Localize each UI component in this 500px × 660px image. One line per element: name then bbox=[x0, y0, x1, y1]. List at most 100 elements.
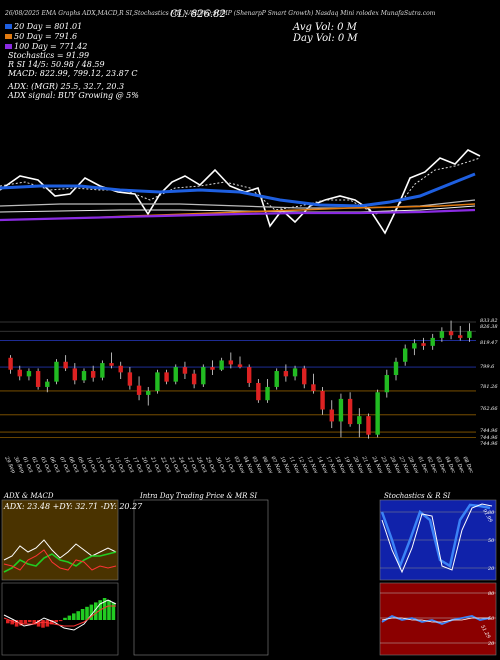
macd-histogram-bar bbox=[41, 620, 45, 628]
candle-body bbox=[81, 371, 87, 381]
macd-label: MACD: 822.99, 799.12, 23.87 C bbox=[8, 69, 138, 78]
candle-body bbox=[173, 367, 178, 382]
adx-line: ADX: (MGR) 25.5, 32.7, 20.3 bbox=[8, 82, 125, 91]
candle-body bbox=[384, 375, 390, 393]
candle-body bbox=[191, 373, 197, 385]
candle-body bbox=[164, 372, 169, 382]
candle-body bbox=[182, 367, 188, 374]
candle-body bbox=[237, 364, 243, 368]
macd-histogram-bar bbox=[94, 602, 98, 620]
macd-histogram-bar bbox=[67, 615, 72, 620]
macd-histogram-bar bbox=[80, 609, 85, 620]
price-label: 826.38 bbox=[480, 324, 498, 330]
avg-vol: Avg Vol: 0 M bbox=[293, 22, 357, 33]
candle-body bbox=[8, 357, 13, 370]
candle-body bbox=[256, 382, 261, 401]
price-label: 799.6 bbox=[480, 364, 495, 370]
candle-body bbox=[246, 367, 252, 383]
candle-body bbox=[347, 398, 353, 425]
macd-line bbox=[3, 599, 117, 631]
macd-histogram-bar bbox=[28, 620, 32, 623]
macd-histogram-bar bbox=[102, 598, 107, 620]
rsi-signal-line bbox=[381, 617, 490, 623]
stoch-tick-50: 50 bbox=[488, 538, 495, 544]
candle-body bbox=[17, 369, 22, 377]
candle-body bbox=[210, 367, 215, 370]
macd-histogram-bar bbox=[19, 620, 23, 626]
close-label: CL: 826.82 bbox=[170, 9, 226, 20]
adx-macd-title: ADX & MACD bbox=[4, 492, 54, 500]
stoch-k-line bbox=[380, 503, 491, 570]
macd-histogram-bar bbox=[6, 620, 10, 624]
candle-body bbox=[26, 371, 32, 377]
candle-body bbox=[45, 381, 50, 387]
candle-body bbox=[90, 371, 96, 378]
macd-histogram-bar bbox=[89, 604, 94, 620]
ema20-swatch bbox=[5, 24, 12, 29]
candle-body bbox=[311, 384, 316, 391]
overview-lines bbox=[0, 149, 481, 235]
candle-body bbox=[292, 368, 298, 377]
candle-body bbox=[136, 385, 142, 395]
candle-body bbox=[375, 392, 380, 435]
oscillator-white-line bbox=[0, 149, 481, 235]
macd-histogram-bar bbox=[58, 620, 63, 622]
candle-body bbox=[412, 343, 417, 349]
candle-body bbox=[402, 348, 408, 362]
macd-signal-line bbox=[3, 605, 116, 627]
candle-body bbox=[283, 371, 289, 377]
candle-body bbox=[72, 368, 78, 381]
macd-histogram-bar bbox=[76, 611, 80, 620]
candle-body bbox=[228, 360, 234, 365]
rsi-tick-80: 80 bbox=[488, 591, 495, 597]
macd-histogram-bar bbox=[50, 620, 54, 625]
ema50-label: 50 Day = 791.6 bbox=[14, 32, 78, 41]
price-label: 781.26 bbox=[480, 384, 498, 390]
candle-body bbox=[320, 390, 325, 410]
price-label: 819.47 bbox=[480, 340, 498, 346]
price-label: 762.66 bbox=[480, 406, 498, 412]
adx-values: ADX: 23.48 +DY: 32.71 -DY: 20.27 bbox=[4, 502, 143, 511]
candle-body bbox=[357, 416, 362, 425]
ema100-swatch bbox=[5, 44, 12, 49]
adx-mdi-line bbox=[3, 549, 117, 571]
adx-signal: ADX signal: BUY Growing @ 5% bbox=[8, 91, 139, 100]
ema-blue-line bbox=[0, 172, 476, 208]
stoch-d-line bbox=[381, 503, 493, 574]
rsi-tick-20: 20 bbox=[488, 641, 495, 647]
ema100-label: 100 Day = 771.42 bbox=[14, 42, 88, 51]
price-label: 833.82 bbox=[480, 318, 498, 324]
candle-body bbox=[430, 337, 435, 346]
candle-body bbox=[393, 361, 399, 376]
ema-purple-line bbox=[0, 208, 476, 222]
macd-histogram-bar bbox=[23, 620, 28, 624]
candle-body bbox=[54, 361, 59, 382]
stoch-tick-20: 20 bbox=[488, 566, 495, 572]
header-tiny-line: 26/08/2025 EMA Graphs ADX,MACD,R SI,Stoc… bbox=[5, 10, 436, 17]
macd-histogram-bar bbox=[54, 620, 58, 623]
candle-body bbox=[265, 386, 270, 401]
rsi-tick-50: 50 bbox=[488, 616, 495, 622]
stochastics-label: Stochastics = 91.99 bbox=[8, 51, 90, 60]
candle-body bbox=[467, 331, 472, 338]
candle-body bbox=[109, 363, 114, 366]
candle-body bbox=[448, 331, 454, 336]
macd-histogram-bar bbox=[14, 620, 19, 627]
candle-body bbox=[127, 372, 133, 386]
price-label: 744.96 bbox=[480, 441, 498, 447]
candle-body bbox=[439, 331, 445, 338]
macd-histogram-bar bbox=[10, 620, 14, 625]
candle-body bbox=[63, 361, 68, 369]
rsi-label: R SI 14/5: 50.98 / 48.59 bbox=[8, 60, 105, 69]
candle-body bbox=[366, 416, 371, 435]
stoch-rsi-title: Stochastics & R SI bbox=[384, 492, 451, 500]
candle-body bbox=[302, 368, 307, 385]
price-label: 744.96 bbox=[480, 428, 498, 434]
candle-body bbox=[219, 360, 224, 370]
candle-body bbox=[274, 371, 279, 387]
candle-body bbox=[146, 390, 151, 395]
candle-body bbox=[421, 343, 426, 346]
day-vol: Day Vol: 0 M bbox=[293, 33, 358, 44]
